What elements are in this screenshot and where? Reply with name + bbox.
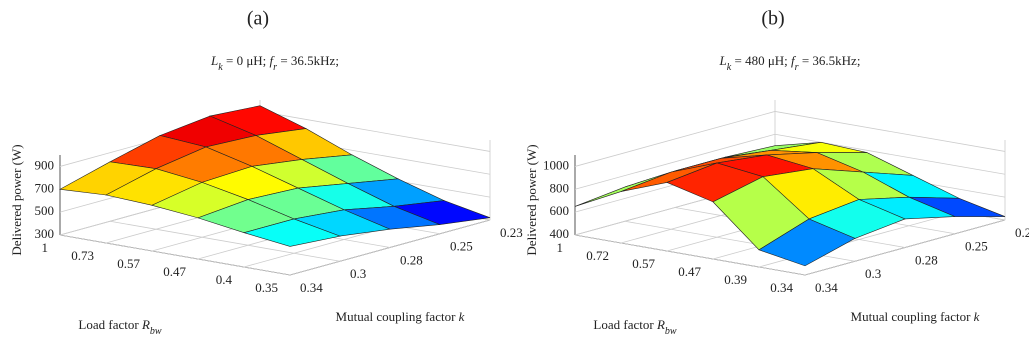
text-part: k <box>727 62 732 73</box>
y-tick-label: 0.23 <box>500 225 523 240</box>
y-tick-label: 0.28 <box>915 252 938 267</box>
text-part: k <box>974 309 980 324</box>
chart-title: (a) <box>247 8 269 30</box>
text-part: R <box>656 317 665 332</box>
grid-line <box>109 220 341 262</box>
surface-patch <box>758 218 856 267</box>
z-tick-label: 1000 <box>543 157 569 172</box>
text-part: L <box>210 53 218 68</box>
y-tick-label: 0.34 <box>815 280 838 295</box>
grid-line <box>774 133 1006 175</box>
text-part: Mutual coupling factor <box>336 309 459 324</box>
text-part: bw <box>150 326 162 337</box>
x-tick-label: 0.57 <box>117 256 140 271</box>
text-part: Mutual coupling factor <box>851 309 974 324</box>
surface-patch <box>574 171 672 207</box>
z-axis-label: Delivered power (W) <box>9 144 24 255</box>
y-tick-label: 0.23 <box>1015 225 1029 240</box>
y-tick-label: 0.3 <box>350 266 366 281</box>
x-tick-label: 0.47 <box>678 264 701 279</box>
text-part: Load factor <box>78 317 142 332</box>
chart-subtitle: Lk = 0 μH; fr = 36.5kHz; <box>210 53 339 73</box>
text-part: = 36.5kHz; <box>277 53 339 68</box>
text-part: k <box>218 62 223 73</box>
y-tick-label: 0.25 <box>450 239 473 254</box>
x-tick-label: 1 <box>42 240 49 255</box>
x-tick-label: 0.73 <box>71 248 94 263</box>
text-part: k <box>459 309 465 324</box>
text-part: r <box>273 62 277 73</box>
y-tick-label: 0.3 <box>865 266 881 281</box>
grid-line <box>574 133 776 190</box>
text-part: R <box>141 317 150 332</box>
x-tick-label: 0.35 <box>255 280 278 295</box>
z-axis-label: Delivered power (W) <box>524 144 539 255</box>
x-tick-label: 1 <box>557 240 564 255</box>
z-tick-label: 700 <box>35 180 55 195</box>
text-part: = 480 μH; <box>731 53 791 68</box>
chart-title: (b) <box>761 8 784 30</box>
x-tick-label: 0.47 <box>163 264 186 279</box>
grid-line <box>259 111 491 152</box>
text-part: r <box>795 62 799 73</box>
x-tick-label: 0.39 <box>724 272 747 287</box>
z-tick-label: 900 <box>35 157 55 172</box>
text-part: = 0 μH; <box>223 53 270 68</box>
x-tick-label: 0.34 <box>770 280 793 295</box>
text-part: bw <box>665 326 677 337</box>
text-part: = 36.5kHz; <box>799 53 861 68</box>
grid-line <box>574 234 806 276</box>
grid-line <box>574 111 776 167</box>
x-axis-label: Load factor Rbw <box>593 317 676 337</box>
y-axis-label: Mutual coupling factor k <box>336 309 465 324</box>
x-tick-label: 0.4 <box>216 272 233 287</box>
chart-subtitle: Lk = 480 μH; fr = 36.5kHz; <box>719 53 861 73</box>
x-axis-label: Load factor Rbw <box>78 317 161 337</box>
text-part: f <box>270 53 276 68</box>
y-tick-label: 0.34 <box>300 280 323 295</box>
z-tick-label: 600 <box>550 203 570 218</box>
z-tick-label: 300 <box>35 226 55 241</box>
z-tick-label: 500 <box>35 203 55 218</box>
x-tick-label: 0.72 <box>586 248 609 263</box>
text-part: Load factor <box>593 317 657 332</box>
z-tick-label: 800 <box>550 180 570 195</box>
z-tick-label: 400 <box>550 226 570 241</box>
y-axis-label: Mutual coupling factor k <box>851 309 980 324</box>
grid-line <box>774 111 1006 152</box>
x-tick-label: 0.57 <box>632 256 655 271</box>
y-tick-label: 0.25 <box>965 239 988 254</box>
text-part: f <box>791 53 797 68</box>
grid-line <box>59 234 291 276</box>
surface-patch <box>242 218 342 247</box>
text-part: L <box>719 53 727 68</box>
y-tick-label: 0.28 <box>400 252 423 267</box>
